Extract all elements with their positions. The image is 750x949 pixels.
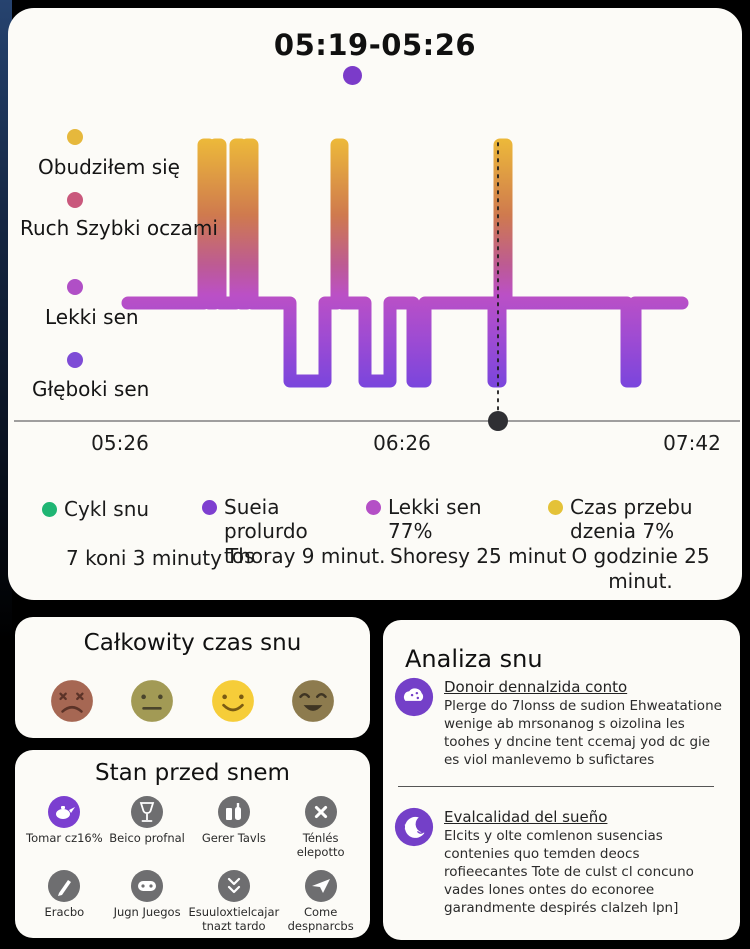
pre-sleep-card: [15, 750, 370, 938]
pre-sleep-item[interactable]: Beico profnal: [106, 795, 189, 859]
stage-dot-light: [67, 279, 83, 295]
face-awful-icon[interactable]: [49, 678, 95, 724]
legend-dot-yellow: [548, 500, 563, 515]
sleep-stage-trace: [121, 138, 689, 388]
scrubber-handle[interactable]: [488, 411, 508, 431]
stage-label-light: Lekki sen: [45, 305, 139, 329]
analysis-title: Analiza snu: [405, 645, 543, 673]
moon-sleep-icon: [394, 807, 434, 847]
analysis-entry-title[interactable]: Donoir dennalzida conto: [444, 678, 628, 696]
legend-sleep-cycle: Cykl snu 7 koni 3 minuty: [42, 497, 222, 570]
gamepad-icon: [131, 870, 164, 903]
legend-value: O godzinie 25 minut.: [571, 544, 710, 593]
paper-plane-icon: [304, 870, 337, 903]
x-tick-start: 05:26: [91, 431, 149, 455]
crossed-tools-icon: [304, 796, 337, 828]
sleep-analysis-card: [383, 620, 740, 940]
pre-sleep-title: Stan przed snem: [95, 760, 290, 786]
face-happy-icon[interactable]: [210, 678, 256, 724]
legend-value: Shoresy 25 minut: [390, 544, 567, 568]
pre-sleep-grid: Tomar cz16% Beico profnal Gerer Tavls: [15, 795, 370, 933]
pre-sleep-item[interactable]: Gerer Tavls: [188, 795, 279, 859]
pre-sleep-item[interactable]: Eracbo: [23, 869, 106, 933]
legend-light-sleep: Lekki sen 77% Shoresy 25 minut: [366, 495, 566, 568]
total-sleep-title: Całkowity czas snu: [83, 630, 302, 656]
work-late-icon: [217, 870, 250, 903]
stage-dot-rem: [67, 192, 83, 208]
wine-glass-icon: [131, 796, 164, 828]
stage-dot-awake: [67, 129, 83, 145]
x-tick-end: 07:42: [663, 431, 721, 455]
sleep-cloud-icon: [394, 677, 434, 717]
analysis-divider: [398, 786, 714, 787]
face-laughing-icon[interactable]: [290, 678, 336, 724]
stage-label-deep: Głęboki sen: [32, 377, 150, 401]
selected-range-title: 05:19-05:26: [273, 28, 477, 62]
legend-value: 7 koni 3 minuty: [66, 546, 222, 570]
stage-label-rem: Ruch Szybki oczami: [20, 216, 218, 240]
legend-dot-green: [42, 502, 57, 517]
analysis-entry: Evalcalidad del sueño Elcits y olte coml…: [393, 806, 729, 918]
x-tick-middle: 06:26: [373, 431, 431, 455]
analysis-entry-body: Plerge do 7lonss de sudion Ehweatatione …: [444, 698, 722, 768]
hypnogram-chart: [14, 138, 740, 431]
pre-sleep-item[interactable]: Ténlés elepotto: [279, 795, 362, 859]
legend-dot-purple: [202, 500, 217, 515]
bottle-icon: [217, 796, 250, 828]
legend-awake-time: Czas przebu dzenia 7% O godzinie 25 minu…: [548, 495, 733, 593]
teapot-icon: [48, 796, 81, 828]
stage-dot-deep: [67, 352, 83, 368]
pre-sleep-item[interactable]: Jugn Juegos: [106, 869, 189, 933]
legend-dot-magenta: [366, 500, 381, 515]
pencil-icon: [48, 870, 81, 903]
pre-sleep-item[interactable]: Esuuloxtielcajar tnazt tardo: [188, 869, 279, 933]
analysis-entry: Donoir dennalzida conto Plerge do 7lonss…: [393, 676, 729, 770]
face-neutral-icon[interactable]: [129, 678, 175, 724]
mood-selector: [15, 678, 370, 724]
stage-label-awake: Obudziłem się: [38, 155, 180, 179]
selected-stage-dot: [343, 66, 362, 85]
analysis-entry-body: Elcits y olte comlenon susencias conteni…: [444, 828, 694, 916]
pre-sleep-item[interactable]: Come despnarcbs: [279, 869, 362, 933]
legend-value: Thoray 9 minut.: [226, 544, 386, 568]
legend-deep-sleep: Sueia prolurdo tos Thoray 9 minut.: [202, 495, 385, 568]
analysis-entry-title[interactable]: Evalcalidad del sueño: [444, 808, 608, 826]
pre-sleep-item[interactable]: Tomar cz16%: [23, 795, 106, 859]
